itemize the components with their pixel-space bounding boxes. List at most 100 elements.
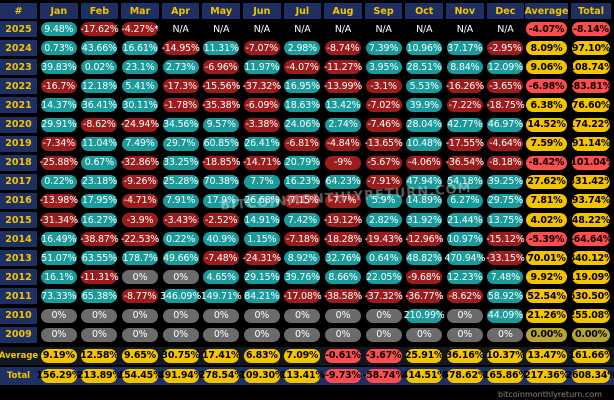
month-return-cell: 11.04% xyxy=(81,136,118,151)
month-return-cell: 2.98% xyxy=(284,41,321,56)
month-return-cell: 12.18% xyxy=(81,79,118,94)
month-return-cell: 54.18% xyxy=(446,174,483,189)
year-label-2023: 2023 xyxy=(0,59,37,76)
month-return-cell: 5.9% xyxy=(365,193,402,208)
year-total-cell: -83.81% xyxy=(569,79,613,94)
month-return-cell: -36.54% xyxy=(445,155,484,170)
month-return-cell: -1.78% xyxy=(162,98,199,113)
month-return-cell: 0% xyxy=(162,308,199,323)
month-return-cell: -16.26% xyxy=(445,79,484,94)
month-return-cell: 39.25% xyxy=(487,174,524,189)
month-return-cell: -8.62% xyxy=(81,117,118,132)
month-return-cell: 33.25% xyxy=(162,155,199,170)
header-month-jul: Jul xyxy=(283,3,322,19)
month-return-cell: -38.58% xyxy=(323,289,363,304)
month-return-cell: -7.18% xyxy=(284,232,321,247)
month-return-cell: 8.92% xyxy=(284,251,321,266)
month-return-cell: -3.38% xyxy=(243,117,280,132)
month-return-cell: 0% xyxy=(284,308,321,323)
month-return-cell: -4.06% xyxy=(406,155,443,170)
year-average-cell: 52.54% xyxy=(526,289,567,304)
total-row-cell: 213.89% xyxy=(77,368,122,383)
average-row-cell: -0.61% xyxy=(325,348,361,363)
month-return-cell: 29.91% xyxy=(40,117,77,132)
month-return-cell: -12.96% xyxy=(405,232,444,247)
year-average-cell: -6.98% xyxy=(526,79,567,94)
month-return-cell: 6.27% xyxy=(446,193,483,208)
month-return-cell: -31.34% xyxy=(39,213,78,227)
month-return-cell: -18.75% xyxy=(486,98,525,113)
year-label-2010: 2010 xyxy=(0,307,37,324)
month-return-cell: 10.96% xyxy=(406,41,443,56)
month-return-cell: 0% xyxy=(122,308,158,323)
month-return-cell: -17.3% xyxy=(162,79,199,94)
month-return-cell: -17.08% xyxy=(283,289,322,304)
year-average-cell: -8.42% xyxy=(526,155,567,170)
year-total-cell: 255.08% xyxy=(568,308,614,323)
year-label-2016: 2016 xyxy=(0,192,37,209)
month-return-cell: 46.97% xyxy=(487,117,524,132)
month-return-cell: N/A xyxy=(416,23,433,35)
month-return-cell: 64.23% xyxy=(325,174,361,189)
month-return-cell: -5.67% xyxy=(365,155,402,170)
header-month-nov: Nov xyxy=(446,3,484,19)
average-row-cell: 9.65% xyxy=(122,348,158,363)
month-return-cell: -14.95% xyxy=(161,41,200,56)
month-return-cell: 14.91% xyxy=(243,213,280,227)
month-return-cell: -7.07% xyxy=(243,41,280,56)
average-row-cell: 17.41% xyxy=(202,348,241,363)
month-return-cell: 0% xyxy=(162,270,199,285)
total-row-label: Total xyxy=(6,370,31,381)
month-return-cell: 8.84% xyxy=(446,60,483,75)
year-total-cell: -8.14% xyxy=(572,22,610,36)
month-return-cell: -13.65% xyxy=(364,136,403,151)
year-label-2020: 2020 xyxy=(0,116,37,133)
month-return-cell: -6.81% xyxy=(284,136,321,151)
month-return-cell: 29.15% xyxy=(243,270,280,285)
month-return-cell: 12.23% xyxy=(446,270,483,285)
total-row-average-cell: 217.36% xyxy=(524,368,569,383)
month-return-cell: 9.57% xyxy=(203,117,240,132)
header-month-jan: Jan xyxy=(40,3,78,19)
average-row-label: Average xyxy=(0,350,39,361)
total-row-cell: 109.30% xyxy=(239,368,285,383)
month-return-cell: N/A xyxy=(213,23,230,35)
header-month-dec: Dec xyxy=(486,3,525,19)
year-total-cell: 108.74% xyxy=(568,60,614,75)
month-return-cell: 10.97% xyxy=(446,232,483,247)
month-return-cell: 14.89% xyxy=(406,193,443,208)
total-row-cell: 156.29% xyxy=(36,368,82,383)
month-return-cell: -6.09% xyxy=(243,98,280,113)
month-return-cell: 11.97% xyxy=(243,60,280,75)
month-return-cell: 28.51% xyxy=(406,60,443,75)
month-return-cell: 0.67% xyxy=(81,155,118,170)
month-return-cell: 11.31% xyxy=(203,41,240,56)
month-return-cell: 0% xyxy=(81,327,118,342)
year-average-cell: -4.07% xyxy=(526,22,567,36)
year-total-cell: 840.12% xyxy=(568,251,614,266)
month-return-cell: 2.73% xyxy=(162,60,199,75)
month-return-cell: 29.75% xyxy=(487,193,524,208)
year-label-2009: 2009 xyxy=(0,326,37,343)
month-return-cell: 37.17% xyxy=(446,41,483,56)
month-return-cell: 2.74% xyxy=(325,117,361,132)
month-return-cell: 3.95% xyxy=(365,60,402,75)
month-return-cell: -18.28% xyxy=(323,232,363,247)
month-return-cell: 43.66% xyxy=(81,41,118,56)
month-return-cell: -4.64% xyxy=(487,136,524,151)
month-return-cell: 16.23% xyxy=(284,174,321,189)
total-row-cell: 278.54% xyxy=(198,368,244,383)
month-return-cell: 0.22% xyxy=(40,174,77,189)
month-return-cell: 178.7% xyxy=(122,251,158,266)
month-return-cell: 0% xyxy=(406,327,443,342)
month-return-cell: -6.96% xyxy=(203,60,240,75)
header-month-jun: Jun xyxy=(243,3,281,19)
month-return-cell: 8.66% xyxy=(325,270,361,285)
month-return-cell: N/A xyxy=(334,23,352,35)
total-row-cell: 113.41% xyxy=(280,368,325,383)
year-total-cell: 76.60% xyxy=(571,98,611,113)
month-return-cell: 7.48% xyxy=(487,270,524,285)
year-average-cell: 0.00% xyxy=(526,327,567,342)
month-return-cell: 17.95% xyxy=(81,193,118,208)
month-return-cell: 0% xyxy=(446,308,483,323)
